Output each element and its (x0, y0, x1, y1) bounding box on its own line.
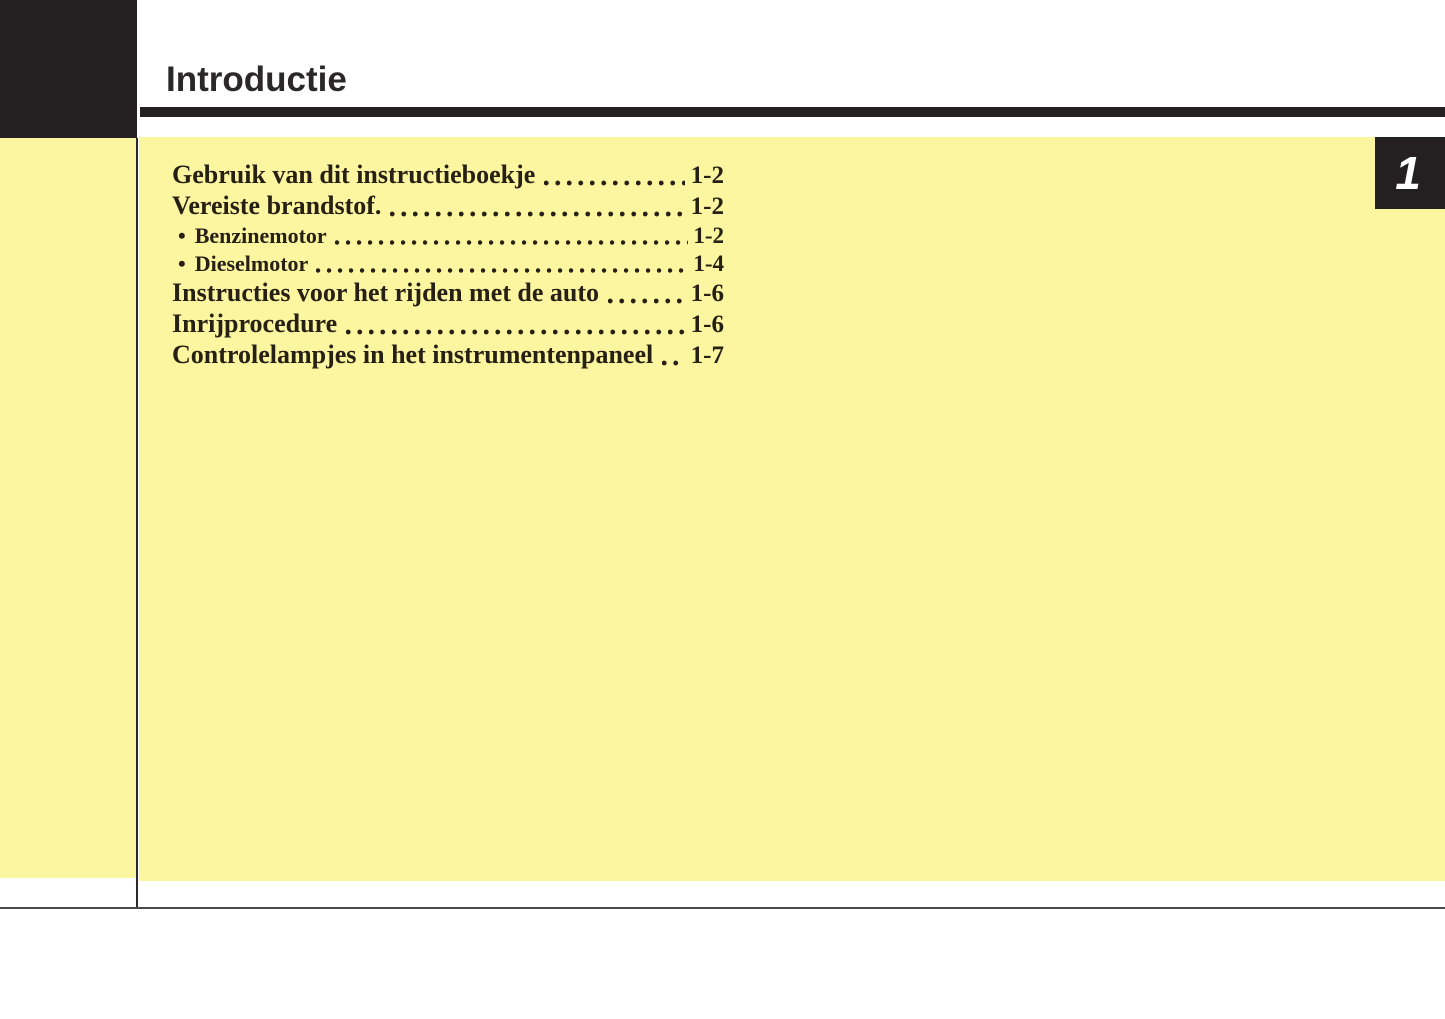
toc-dot-leader (316, 267, 689, 274)
toc-entry-page: 1-6 (690, 311, 724, 338)
bullet-icon: • (178, 251, 186, 276)
chapter-tab: 1 (1375, 137, 1445, 209)
toc-dot-leader (346, 328, 685, 336)
toc-entry-row: Inrijprocedure 1-6 (172, 309, 724, 340)
toc-entry-page: 1-6 (690, 280, 724, 307)
toc-entry-label: Inrijprocedure (172, 309, 338, 338)
toc-list: Gebruik van dit instructieboekje 1-2 Ver… (172, 160, 724, 371)
toc-entry-row: • Dieselmotor 1-4 (172, 250, 724, 278)
toc-entry-label: Benzinemotor (194, 223, 327, 248)
toc-entry-row: Gebruik van dit instructieboekje 1-2 (172, 160, 724, 191)
toc-dot-leader (662, 359, 685, 367)
toc-entry-page: 1-2 (690, 193, 724, 220)
corner-block (0, 0, 137, 138)
toc-entry-label: Vereiste brandstof. (172, 191, 382, 220)
toc-dot-leader (390, 210, 685, 218)
toc-dot-leader (544, 179, 685, 187)
chapter-number: 1 (1395, 147, 1421, 199)
toc-entry-label: Instructies voor het rijden met de auto (172, 278, 600, 307)
toc-entry-row: Instructies voor het rijden met de auto … (172, 278, 724, 309)
toc-entry-page: 1-2 (690, 162, 724, 189)
toc-entry-page: 1-7 (690, 342, 724, 369)
content-panel (139, 137, 1445, 881)
toc-entry-row: Controlelampjes in het instrumentenpanee… (172, 340, 724, 371)
toc-dot-leader (608, 297, 685, 305)
toc-entry-page: 1-4 (693, 251, 724, 276)
toc-entry-page: 1-2 (693, 223, 724, 248)
toc-entry-label: Controlelampjes in het instrumentenpanee… (172, 340, 654, 369)
bullet-icon: • (178, 223, 186, 248)
toc-entry-label: Gebruik van dit instructieboekje (172, 160, 536, 189)
toc-entry-row: Vereiste brandstof. 1-2 (172, 191, 724, 222)
page-title: Introductie (166, 60, 347, 99)
footer-rule (0, 907, 1445, 909)
toc-dot-leader (334, 239, 689, 246)
toc-entry-row: • Benzinemotor 1-2 (172, 222, 724, 250)
title-underline-bar (140, 107, 1445, 117)
left-margin-strip (0, 138, 136, 878)
column-divider-line (136, 138, 138, 908)
toc-entry-label: Dieselmotor (194, 251, 309, 276)
